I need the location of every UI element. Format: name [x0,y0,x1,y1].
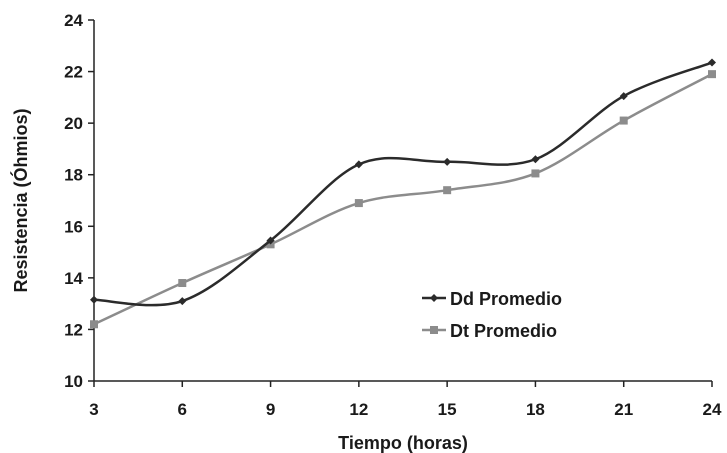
data-point-dt [531,169,540,178]
y-tick-label: 10 [64,372,83,391]
data-point-dd [443,157,452,166]
data-point-dd [266,236,275,245]
data-point-dt [619,116,628,125]
data-point-dt [178,279,187,288]
y-tick-label: 14 [64,269,83,288]
y-axis-title: Resistencia (Óhmios) [10,108,31,292]
data-point-dd [531,155,540,164]
data-point-dd [354,160,363,169]
legend-label-dt: Dt Promedio [450,321,557,341]
y-tick-label: 24 [64,11,83,30]
x-tick-label: 3 [89,400,98,419]
y-tick-label: 22 [64,63,83,82]
y-tick-label: 20 [64,114,83,133]
x-tick-label: 21 [614,400,633,419]
data-point-dd [90,295,98,304]
x-tick-label: 18 [526,400,545,419]
data-point-dd [619,92,628,101]
axes: 10 12 14 16 18 20 22 24 3 6 9 12 15 18 21 24 [64,11,722,419]
data-point-dd [708,58,716,67]
x-tick-label: 15 [438,400,457,419]
legend-item-dt: Dt Promedio [422,321,557,341]
x-axis-title: Tiempo (horas) [338,433,468,453]
y-tick-label: 12 [64,320,83,339]
series-layer [90,58,716,329]
x-tick-label: 6 [178,400,187,419]
x-tick-label: 9 [266,400,275,419]
data-point-dt [90,320,98,329]
legend-marker-dt [430,326,438,334]
legend-item-dd: Dd Promedio [422,289,562,309]
legend-label-dd: Dd Promedio [450,289,562,309]
data-point-dt [443,186,452,195]
x-tick-label: 12 [349,400,368,419]
data-point-dt [354,199,363,208]
legend: Dd Promedio Dt Promedio [422,289,562,341]
series-line-dt [93,73,713,326]
series-line-dd [93,61,713,307]
legend-marker-dd [430,294,438,302]
y-tick-label: 18 [64,166,83,185]
x-tick-label: 24 [703,400,722,419]
data-point-dt [708,70,716,79]
y-tick-label: 16 [64,217,83,236]
data-point-dd [178,297,187,306]
